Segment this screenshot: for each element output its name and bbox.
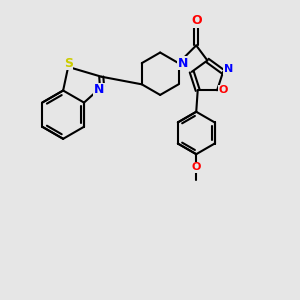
- Text: O: O: [192, 162, 201, 172]
- Text: O: O: [218, 85, 228, 95]
- Text: N: N: [178, 57, 188, 70]
- Text: S: S: [64, 57, 73, 70]
- Text: O: O: [191, 14, 202, 28]
- Text: N: N: [94, 83, 104, 97]
- Text: N: N: [224, 64, 233, 74]
